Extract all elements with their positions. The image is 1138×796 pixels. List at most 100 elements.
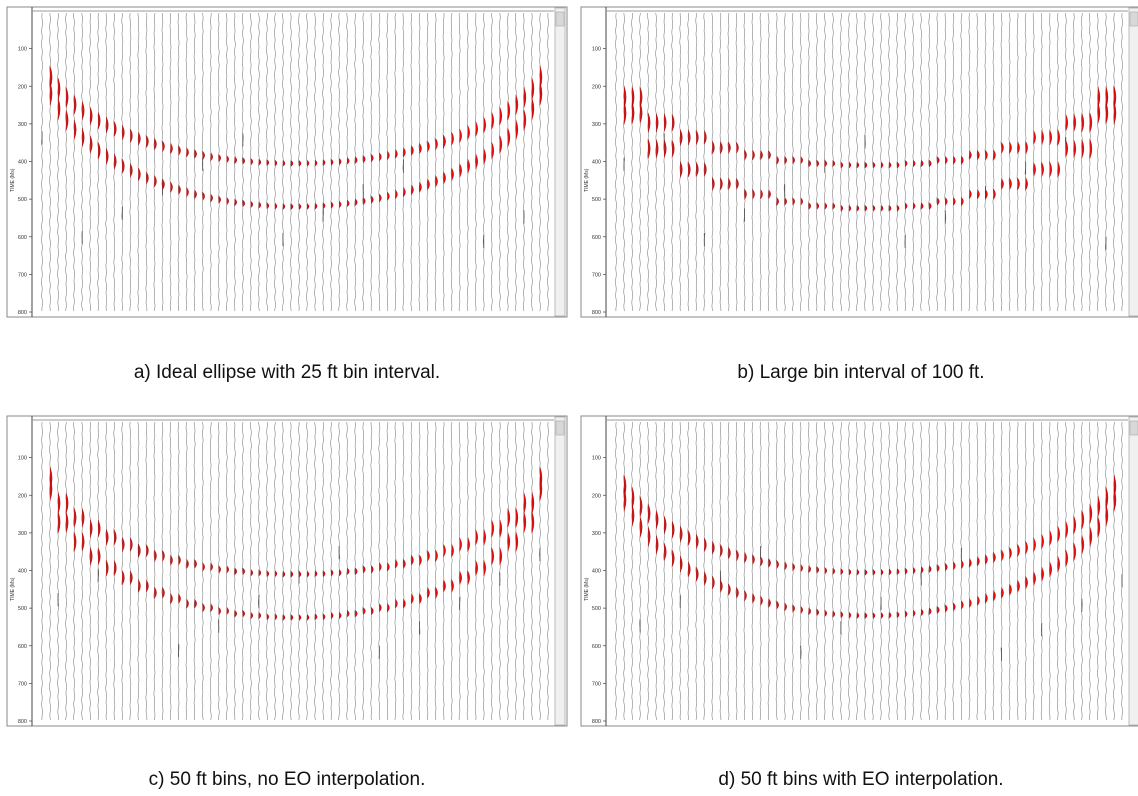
event-wavelet [114, 560, 117, 576]
event-wavelet [985, 188, 988, 200]
event-wavelet [977, 189, 980, 200]
seismic-trace [1048, 421, 1051, 721]
event-wavelet [832, 202, 836, 210]
event-wavelet [234, 567, 238, 576]
scrollbar[interactable] [1128, 416, 1138, 726]
event-wavelet [896, 611, 900, 619]
event-wavelet [1001, 177, 1004, 190]
event-wavelet [728, 546, 731, 560]
event-wavelet [913, 567, 916, 575]
y-tick-label: 700 [18, 272, 27, 278]
event-wavelet [672, 114, 675, 132]
event-wavelet [961, 600, 964, 610]
scrollbar[interactable] [554, 7, 566, 317]
seismic-trace [386, 421, 389, 721]
event-wavelet [696, 533, 699, 550]
event-wavelet [880, 568, 884, 576]
event-wavelet [306, 570, 310, 578]
y-tick-label: 300 [592, 122, 601, 128]
event-wavelet [403, 598, 406, 609]
event-wavelet [784, 602, 787, 612]
event-wavelet [784, 197, 787, 206]
scrollbar-thumb[interactable] [555, 420, 565, 436]
event-wavelet [921, 202, 924, 210]
seismic-plot: TIME (Ms) 100 200 300 400 500 600 700 800 [580, 415, 1138, 727]
event-wavelet [258, 569, 262, 577]
seismic-trace [631, 421, 633, 721]
event-wavelet [194, 149, 197, 159]
event-wavelet [154, 137, 157, 151]
event-wavelet [138, 578, 141, 593]
seismic-trace [370, 12, 373, 312]
event-wavelet [475, 560, 478, 576]
event-wavelet [322, 202, 326, 210]
event-wavelet [483, 529, 486, 546]
y-tick-label: 200 [18, 493, 27, 499]
seismic-trace [354, 12, 357, 312]
event-wavelet [1089, 112, 1093, 133]
scrollbar[interactable] [1128, 7, 1138, 317]
event-wavelet [266, 570, 270, 578]
seismic-trace [1016, 421, 1019, 721]
event-wavelet [1097, 102, 1101, 124]
event-wavelet [170, 181, 173, 193]
event-wavelet [1065, 114, 1069, 132]
event-wavelet [856, 612, 860, 619]
event-wavelet [704, 130, 707, 145]
seismic-trace [944, 421, 947, 721]
event-wavelet [985, 149, 988, 161]
seismic-trace [872, 421, 874, 721]
event-wavelet [1073, 542, 1077, 561]
event-wavelet [1089, 138, 1093, 159]
seismic-trace [1032, 12, 1035, 312]
event-wavelet [194, 598, 197, 609]
event-wavelet [515, 507, 519, 528]
scrollbar[interactable] [554, 416, 566, 726]
event-wavelet [435, 586, 438, 600]
seismic-trace [751, 421, 754, 721]
seismic-trace [145, 12, 148, 312]
y-tick-label: 300 [18, 531, 27, 537]
event-wavelet [218, 606, 221, 616]
seismic-trace [976, 421, 979, 721]
event-wavelet [435, 549, 438, 563]
seismic-trace [145, 421, 148, 721]
seismic-trace [695, 421, 698, 721]
event-wavelet [202, 150, 205, 161]
event-wavelet [1001, 549, 1004, 562]
event-wavelet [1065, 549, 1069, 567]
event-wavelet [250, 158, 254, 166]
seismic-trace [1008, 421, 1011, 721]
seismic-trace [1040, 421, 1043, 721]
event-wavelet [784, 155, 787, 165]
event-wavelet [929, 565, 932, 573]
event-wavelet [499, 135, 503, 154]
scrollbar-thumb[interactable] [555, 11, 565, 27]
event-wavelet [82, 128, 85, 147]
event-wavelet [647, 503, 651, 524]
event-wavelet [242, 199, 246, 208]
seismic-trace [743, 421, 746, 721]
event-wavelet [800, 564, 803, 573]
scrollbar-thumb[interactable] [1129, 420, 1138, 436]
seismic-trace [547, 421, 549, 721]
seismic-trace [735, 421, 738, 721]
event-wavelet [1057, 129, 1060, 146]
seismic-trace [185, 421, 188, 721]
event-wavelet [467, 124, 470, 141]
scrollbar-thumb[interactable] [1129, 11, 1138, 27]
seismic-trace [639, 12, 641, 312]
event-wavelet [760, 150, 763, 161]
event-wavelet [306, 159, 310, 167]
event-wavelet [832, 567, 836, 575]
seismic-trace [759, 421, 762, 721]
event-wavelet [864, 161, 868, 169]
event-wavelet [515, 531, 519, 552]
event-wavelet [202, 603, 205, 613]
event-upper-ellipse [623, 85, 1117, 169]
event-wavelet [1033, 537, 1036, 553]
event-wavelet [961, 559, 964, 570]
event-wavelet [427, 549, 430, 562]
event-wavelet [647, 112, 651, 133]
seismic-trace [161, 421, 164, 721]
